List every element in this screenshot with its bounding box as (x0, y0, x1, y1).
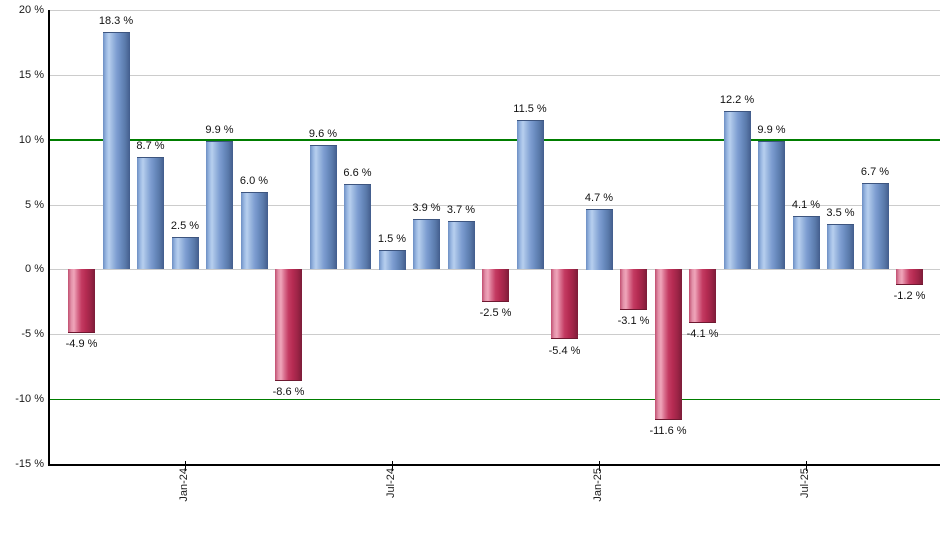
positive-bar-1[interactable] (102, 32, 130, 270)
y-tick-label-10pct: 10 % (18, 133, 44, 146)
positive-bar-19[interactable] (723, 111, 751, 270)
gridline-15pct (50, 74, 940, 76)
bar-value-label-16: -3.1 % (617, 314, 650, 327)
positive-bar-21[interactable] (792, 216, 820, 270)
negative-bar-18[interactable] (689, 269, 716, 323)
negative-bar-0[interactable] (68, 269, 95, 333)
bar-value-label-20: 9.9 % (757, 124, 786, 136)
positive-bar-4[interactable] (206, 141, 233, 270)
y-tick-label-5pct: 5 % (25, 198, 44, 211)
positive-bar-9[interactable] (378, 250, 406, 270)
bar-value-label-21: 4.1 % (791, 199, 821, 212)
y-tick-label--5pct: -5 % (21, 328, 44, 341)
negative-bar-12[interactable] (482, 269, 509, 302)
bar-value-label-3: 2.5 % (170, 220, 200, 232)
bar-value-label-17: -11.6 % (649, 424, 687, 437)
y-tick-label-15pct: 15 % (18, 68, 44, 81)
y-axis-line (48, 10, 50, 466)
bar-value-label-2: 8.7 % (136, 139, 165, 152)
bar-value-label-6: -8.6 % (272, 386, 305, 398)
positive-bar-13[interactable] (516, 120, 544, 270)
y-tick-label-20pct: 20 % (18, 4, 44, 16)
positive-bar-2[interactable] (137, 156, 164, 270)
bar-value-label-24: -1.2 % (893, 290, 926, 302)
x-axis-line (48, 464, 940, 466)
bar-value-label-23: 6.7 % (860, 165, 890, 178)
y-tick-label-0pct: 0 % (25, 263, 44, 276)
bar-value-label-8: 6.6 % (343, 166, 372, 179)
positive-bar-22[interactable] (827, 224, 854, 270)
negative-bar-6[interactable] (275, 269, 302, 381)
bar-value-label-22: 3.5 % (826, 207, 855, 219)
x-tick-Jan-25 (598, 461, 600, 471)
negative-bar-17[interactable] (654, 269, 682, 420)
positive-bar-10[interactable] (413, 218, 440, 270)
x-tick-label-Jan-25: Jan-25 (592, 468, 604, 502)
reference-line-10pct (50, 139, 940, 141)
bar-value-label-9: 1.5 % (377, 233, 407, 245)
positive-bar-20[interactable] (758, 141, 785, 270)
x-tick-Jul-24 (391, 461, 393, 471)
bar-value-label-14: -5.4 % (548, 344, 581, 357)
positive-bar-3[interactable] (171, 237, 199, 270)
bar-value-label-4: 9.9 % (205, 124, 234, 136)
y-tick-label--15pct: -15 % (15, 458, 44, 470)
negative-bar-24[interactable] (896, 269, 923, 285)
gridline-20pct (50, 10, 940, 11)
x-tick-label-Jan-24: Jan-24 (178, 468, 190, 502)
bar-value-label-13: 11.5 % (513, 103, 547, 116)
bar-value-label-7: 9.6 % (308, 127, 338, 140)
x-tick-label-Jul-24: Jul-24 (385, 468, 397, 498)
x-tick-Jan-24 (184, 461, 186, 471)
x-tick-Jul-25 (805, 461, 807, 471)
y-tick-label--10pct: -10 % (15, 393, 44, 406)
gridline-5pct (50, 204, 940, 206)
negative-bar-16[interactable] (620, 269, 647, 310)
positive-bar-23[interactable] (861, 182, 889, 270)
bar-value-label-1: 18.3 % (98, 15, 134, 28)
bar-value-label-12: -2.5 % (479, 306, 512, 319)
negative-bar-14[interactable] (551, 269, 578, 340)
positive-bar-5[interactable] (240, 191, 268, 270)
positive-bar-15[interactable] (585, 208, 613, 270)
bar-value-label-0: -4.9 % (65, 338, 98, 350)
x-tick-label-Jul-25: Jul-25 (799, 468, 811, 498)
bar-value-label-19: 12.2 % (719, 94, 755, 107)
bar-value-label-11: 3.7 % (446, 204, 476, 217)
bar-value-label-5: 6.0 % (239, 174, 269, 187)
bar-value-label-10: 3.9 % (412, 201, 441, 214)
bar-value-label-15: 4.7 % (584, 191, 614, 204)
gridline--5pct (50, 334, 940, 336)
bar-value-label-18: -4.1 % (686, 327, 719, 340)
reference-line--10pct (50, 398, 940, 401)
positive-bar-11[interactable] (447, 221, 475, 270)
positive-bar-7[interactable] (309, 144, 337, 270)
positive-bar-8[interactable] (344, 183, 371, 270)
